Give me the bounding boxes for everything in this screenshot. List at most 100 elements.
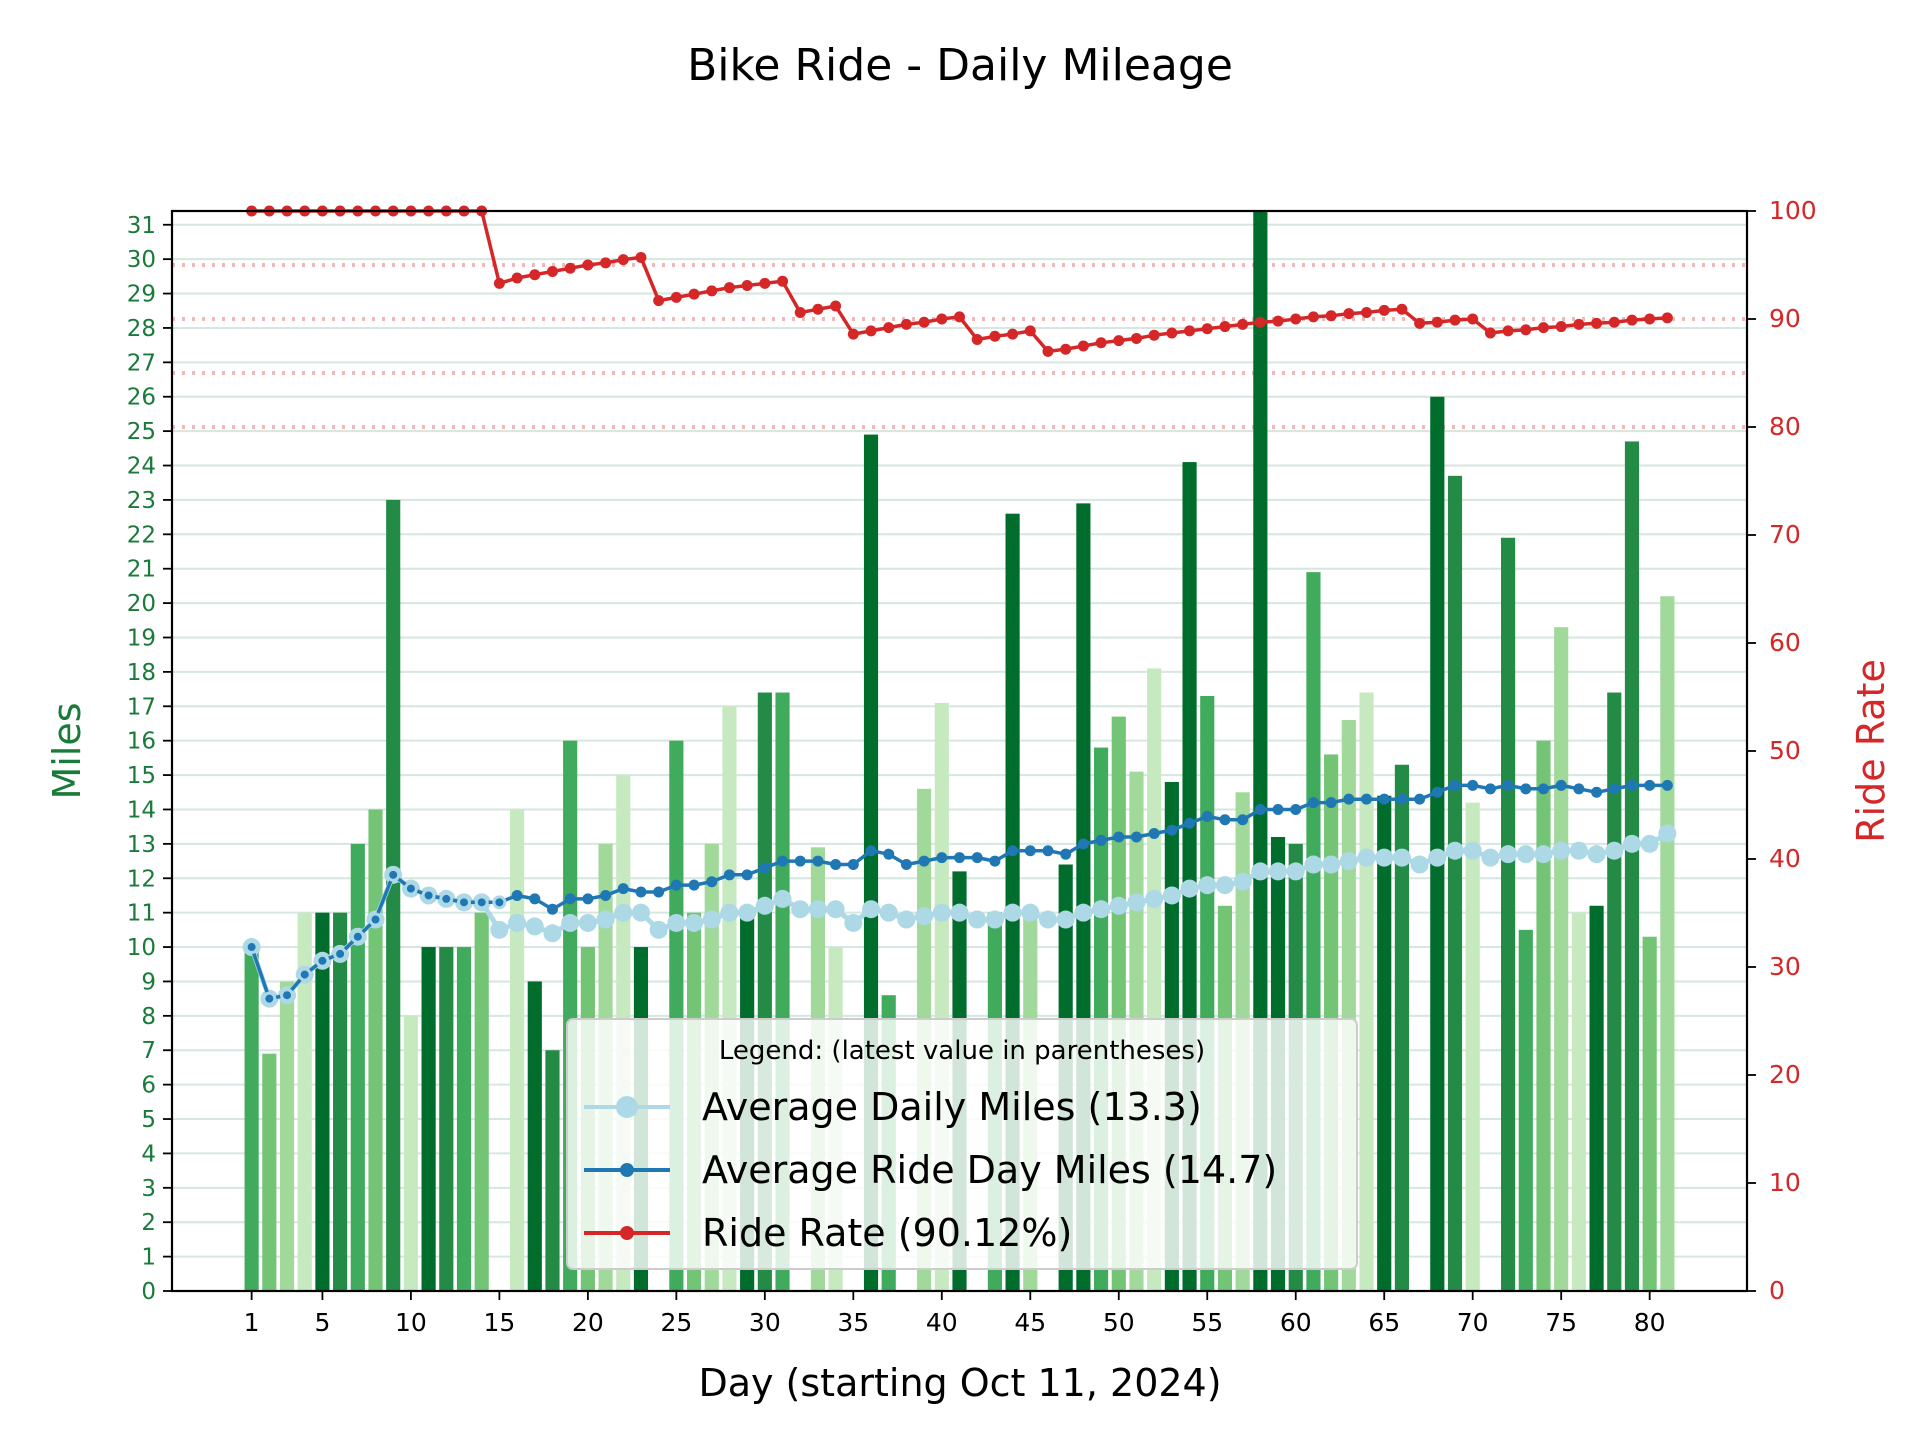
series-point-0 [1269,862,1288,881]
series-point-1 [1396,793,1408,805]
y-tick-label: 8 [141,1004,156,1030]
series-point-1 [918,855,930,867]
series-point-2 [1644,313,1656,325]
series-point-1 [1431,786,1443,798]
series-point-2 [600,257,612,269]
series-point-0 [1658,824,1677,843]
y2-tick-label: 60 [1769,628,1801,657]
y-tick-label: 23 [127,488,156,514]
series-point-0 [950,903,969,922]
bar-day-7 [350,843,365,1291]
series-point-1 [1467,779,1479,791]
series-point-2 [954,311,965,323]
y-tick-label: 14 [127,797,156,823]
series-point-0 [1092,900,1111,919]
series-point-0 [915,907,934,926]
series-point-1 [1307,797,1319,809]
series-point-2 [1166,327,1178,339]
series-point-1 [1254,803,1266,815]
series-point-0 [879,903,898,922]
series-point-1 [368,912,383,927]
series-point-2 [1024,325,1036,337]
y-tick-label: 1 [141,1245,156,1271]
series-point-1 [1608,783,1620,795]
bar-day-72 [1501,537,1516,1291]
series-point-2 [865,325,877,337]
series-point-1 [403,881,418,896]
bar-day-14 [474,912,489,1291]
series-point-1 [794,855,806,867]
series-point-0 [738,903,757,922]
series-point-2 [936,313,948,325]
y2-tick-label: 100 [1769,196,1817,225]
series-point-1 [883,848,895,860]
y2-tick-label: 40 [1769,844,1801,873]
series-point-0 [649,920,668,939]
series-point-0 [1516,845,1535,864]
series-point-1 [564,893,576,905]
y2-tick-label: 80 [1769,412,1801,441]
series-point-0 [791,900,810,919]
series-point-2 [1307,311,1319,323]
series-point-1 [1555,779,1567,791]
series-point-1 [1626,779,1638,791]
series-point-1 [1113,831,1125,843]
y-tick-label: 19 [127,625,156,651]
series-point-0 [1446,841,1465,860]
bar-day-75 [1554,627,1569,1291]
series-point-1 [989,855,1001,867]
bar-day-65 [1377,795,1392,1291]
series-point-1 [511,889,523,901]
lines [242,205,1677,1008]
series-point-0 [1410,855,1429,874]
series-point-1 [1060,848,1072,860]
series-point-0 [1552,841,1571,860]
x-axis-label: Day (starting Oct 11, 2024) [698,1361,1221,1405]
series-point-2 [989,330,1001,342]
series-point-0 [1056,910,1075,929]
bar-day-81 [1660,596,1675,1291]
y2-tick-label: 50 [1769,736,1801,765]
y-axis-label: Miles [45,702,89,799]
series-point-0 [1339,852,1358,871]
series-point-2 [670,291,682,303]
series-point-2 [1077,340,1089,352]
series-point-1 [1077,838,1089,850]
ref-lines [172,263,1747,429]
y-tick-label: 0 [141,1279,156,1305]
series-point-1 [812,855,824,867]
series-point-1 [1201,810,1213,822]
series-point-2 [1573,318,1585,330]
y-tick-label: 9 [141,969,156,995]
series-point-0 [1463,841,1482,860]
series-point-0 [1145,889,1164,908]
bar-day-74 [1536,740,1551,1291]
series-point-2 [723,282,735,294]
legend-entry-avg-daily: Average Daily Miles (13.3) [584,1085,1202,1129]
y2-tick-label: 20 [1769,1060,1801,1089]
series-point-1 [635,886,647,898]
series-point-0 [596,910,615,929]
series-point-1 [546,903,558,915]
bar-day-12 [439,947,454,1291]
series-point-2 [529,269,541,281]
series-point-2 [1272,315,1284,327]
series-point-1 [600,889,612,901]
series-point-1 [244,940,259,955]
series-point-1 [262,991,277,1006]
series-point-1 [900,859,912,871]
series-point-1 [350,929,365,944]
series-point-0 [1428,848,1447,867]
series-point-1 [653,886,665,898]
y-tick-label: 31 [127,213,156,239]
series-point-0 [1251,862,1270,881]
y-tick-label: 20 [127,591,156,617]
series-point-0 [773,889,792,908]
series-point-0 [1127,893,1146,912]
series-point-0 [614,903,633,922]
x-tick-label: 50 [1103,1308,1135,1337]
series-point-2 [1095,337,1107,349]
series-point-1 [1520,783,1532,795]
chart-title: Bike Ride - Daily Mileage [687,40,1233,91]
series-point-0 [1215,876,1234,895]
